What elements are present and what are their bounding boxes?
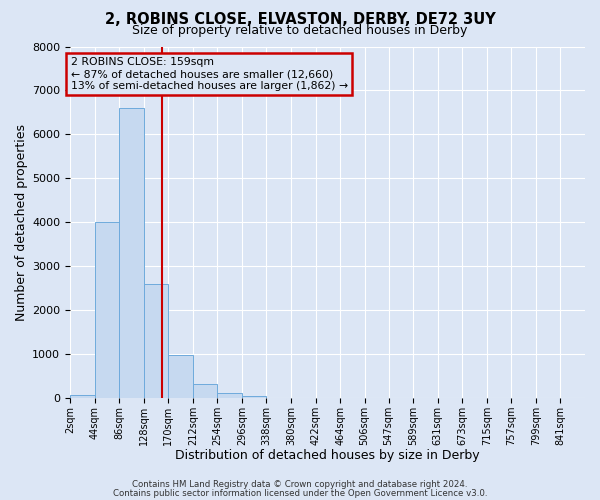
- Bar: [143, 284, 168, 398]
- Bar: [242, 396, 266, 398]
- Text: Contains public sector information licensed under the Open Government Licence v3: Contains public sector information licen…: [113, 488, 487, 498]
- Bar: [193, 384, 217, 398]
- Text: 2, ROBINS CLOSE, ELVASTON, DERBY, DE72 3UY: 2, ROBINS CLOSE, ELVASTON, DERBY, DE72 3…: [104, 12, 496, 28]
- Y-axis label: Number of detached properties: Number of detached properties: [15, 124, 28, 321]
- Text: Size of property relative to detached houses in Derby: Size of property relative to detached ho…: [133, 24, 467, 37]
- X-axis label: Distribution of detached houses by size in Derby: Distribution of detached houses by size …: [175, 450, 480, 462]
- Bar: [168, 356, 193, 398]
- Bar: [70, 395, 95, 398]
- Text: Contains HM Land Registry data © Crown copyright and database right 2024.: Contains HM Land Registry data © Crown c…: [132, 480, 468, 489]
- Bar: [119, 108, 143, 398]
- Text: 2 ROBINS CLOSE: 159sqm
← 87% of detached houses are smaller (12,660)
13% of semi: 2 ROBINS CLOSE: 159sqm ← 87% of detached…: [71, 58, 348, 90]
- Bar: [217, 393, 242, 398]
- Bar: [95, 222, 119, 398]
